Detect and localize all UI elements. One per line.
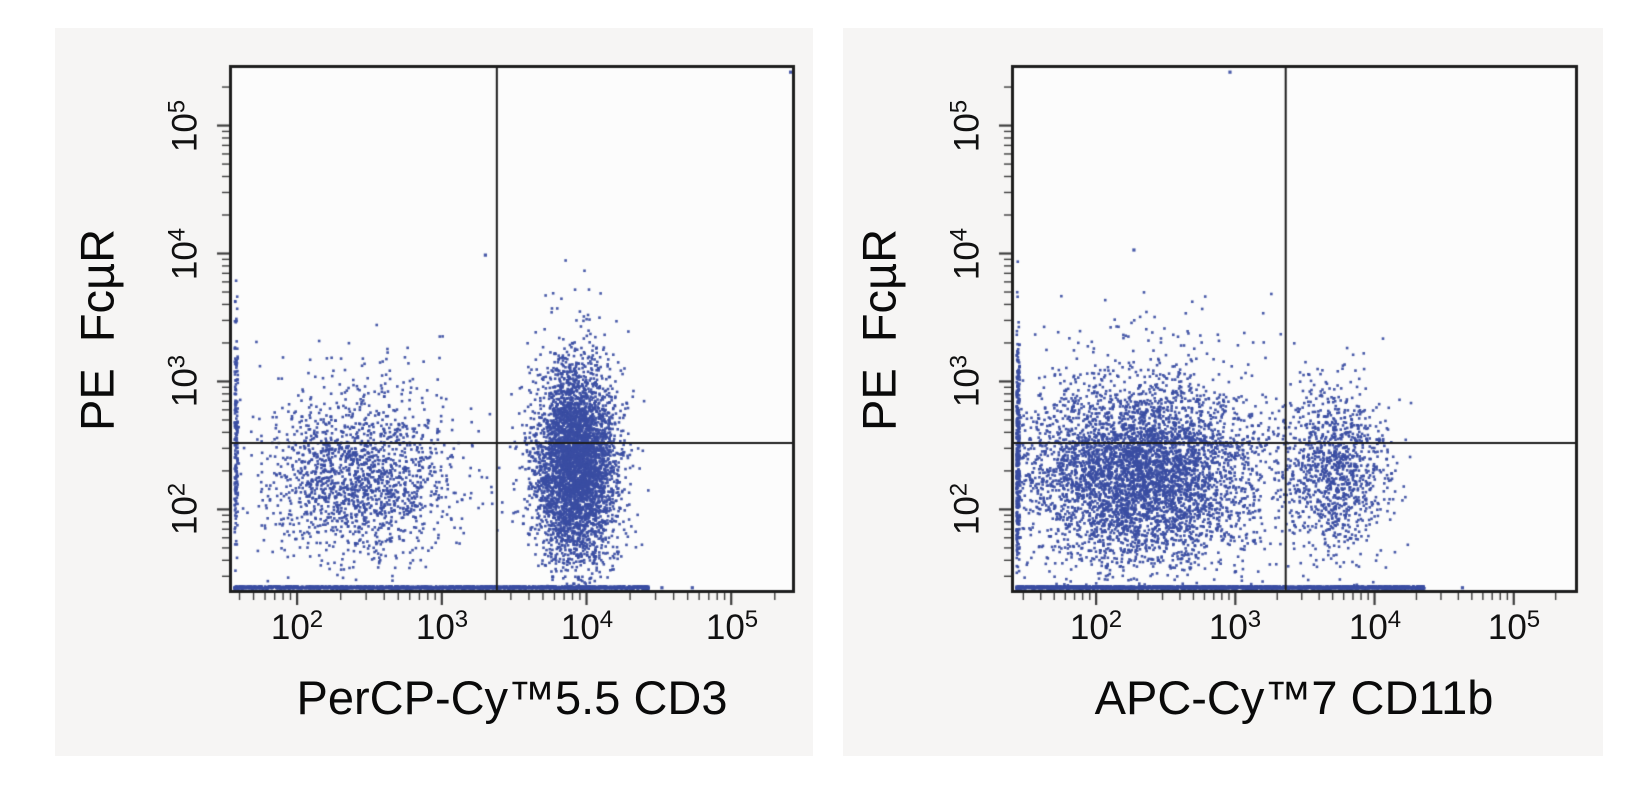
cd3-ytick-1e3: 103 (163, 354, 205, 408)
cd3-y-axis-title: PE FcµR (70, 228, 124, 432)
cd3-xtick-1e4: 104 (560, 606, 614, 647)
cd3-ytick-1e4: 104 (163, 227, 205, 281)
cd11b-ytick-1e4: 104 (945, 227, 987, 281)
cd11b-xtick-1e4: 104 (1348, 606, 1402, 647)
cd11b-x-axis-title: APC-Cy™7 CD11b (1094, 671, 1494, 724)
cd3-xtick-1e2: 102 (270, 606, 324, 647)
cd11b-xtick-1e3: 103 (1208, 606, 1262, 647)
cd11b-xtick-1e2: 102 (1069, 606, 1123, 647)
cd3-ytick-1e5: 105 (163, 99, 205, 153)
cd11b-ytick-1e2: 102 (945, 482, 987, 536)
cd11b-ytick-1e5: 105 (945, 99, 987, 153)
cd11b-ytick-1e3: 103 (945, 354, 987, 408)
cd3-ytick-1e2: 102 (163, 482, 205, 536)
cd11b-xtick-1e5: 105 (1487, 606, 1541, 647)
cd3-x-axis-title: PerCP-Cy™5.5 CD3 (296, 671, 728, 724)
cd11b-y-axis-title: PE FcµR (852, 228, 906, 432)
cd3-xtick-1e5: 105 (705, 606, 759, 647)
cd3-xtick-1e3: 103 (415, 606, 469, 647)
